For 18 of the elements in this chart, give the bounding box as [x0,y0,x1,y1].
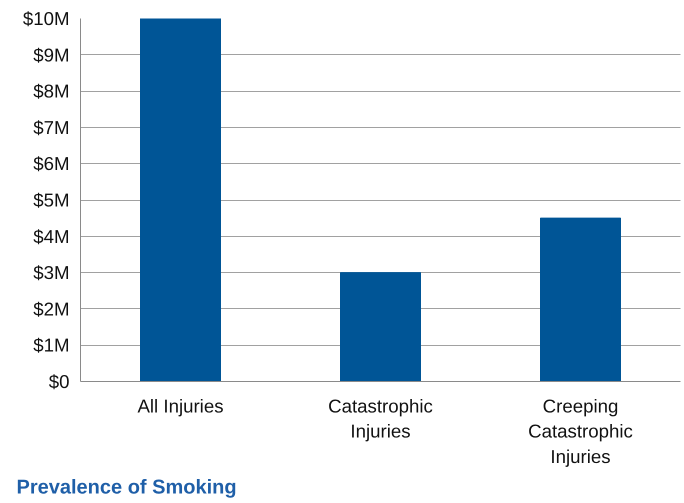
x-tick-label: Catastrophic Injuries [328,396,433,442]
x-tick-label: Creeping Catastrophic Injuries [528,396,633,467]
y-tick-label: $8M [33,80,70,102]
y-tick-label: $1M [33,334,70,356]
y-tick-label: $7M [33,116,70,138]
y-tick-label: $6M [33,153,70,174]
y-tick-label: $5M [33,190,70,210]
y-tick-label: $0 [48,371,70,392]
y-tick-label: $9M [33,44,70,66]
y-tick-label: $3M [33,262,70,284]
bar [340,272,421,382]
bar [540,218,621,382]
y-tick-label: $4M [33,226,70,247]
x-tick-label: All Injuries [137,396,224,416]
y-tick-label: $2M [33,298,70,320]
text: Prevalence of Smoking [16,476,237,498]
y-tick-label: $10M [22,8,70,29]
bar [140,18,221,382]
